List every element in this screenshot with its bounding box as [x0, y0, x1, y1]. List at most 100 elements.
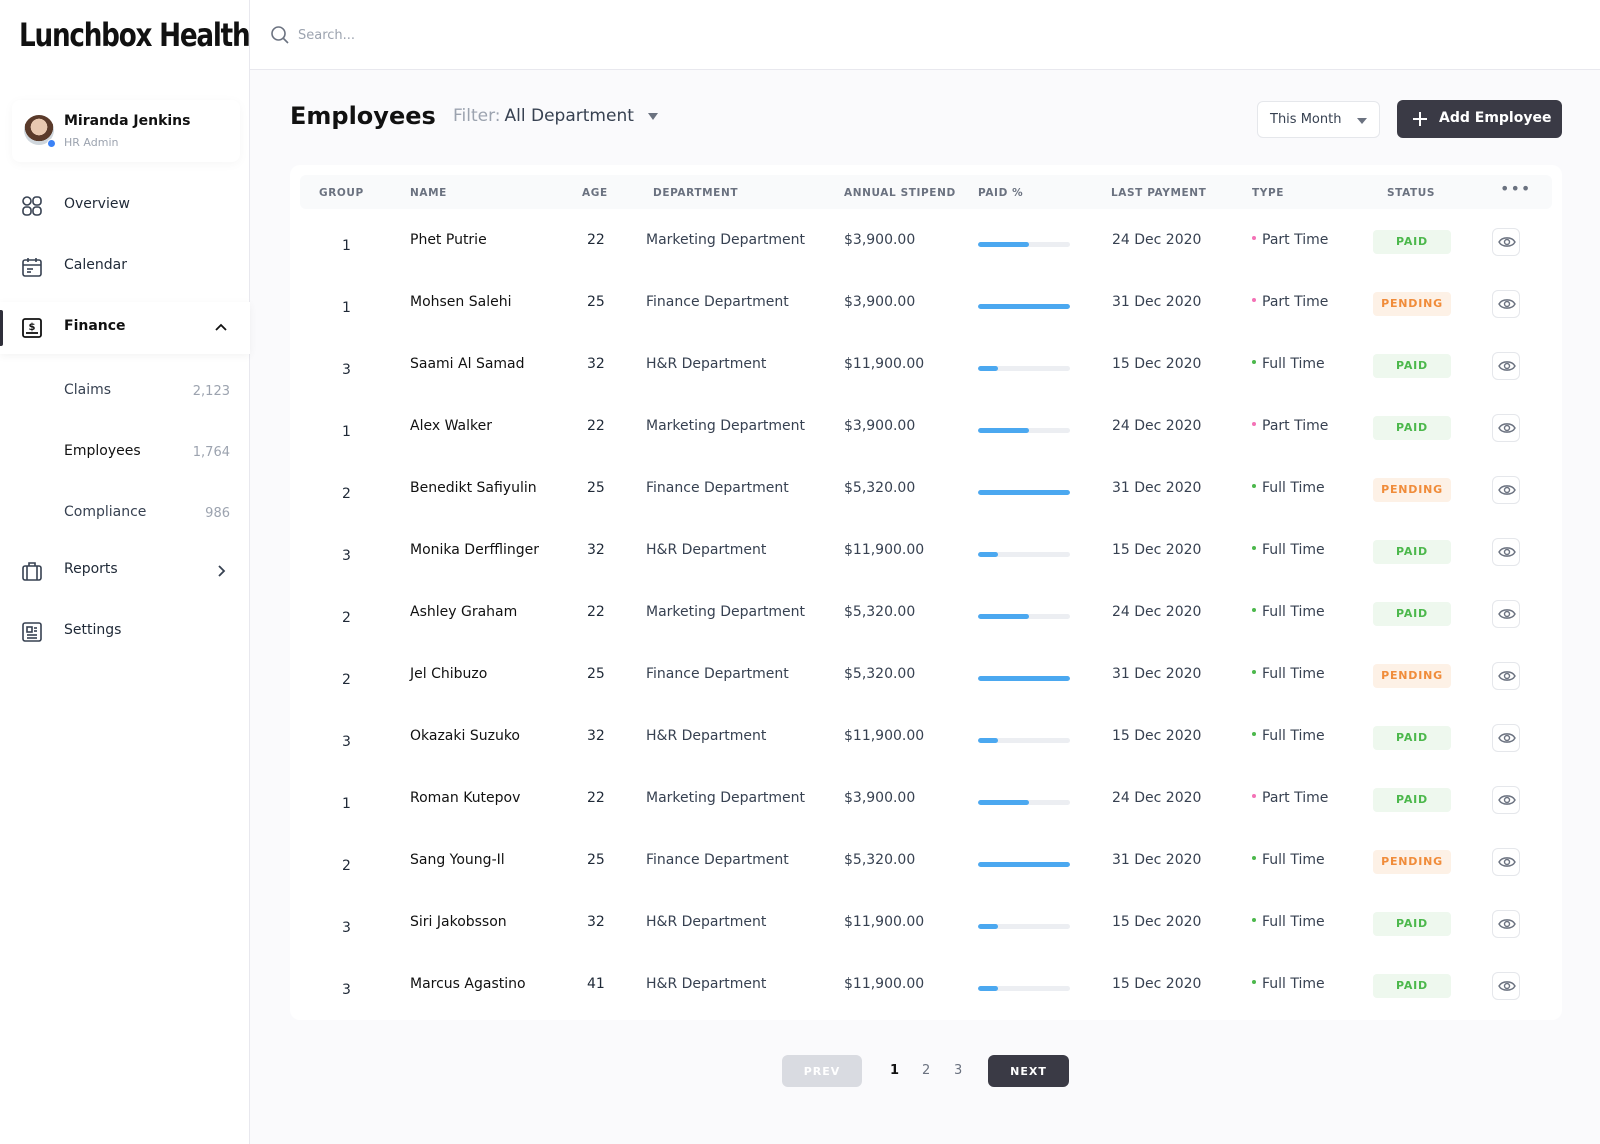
chevron-up-icon[interactable] [213, 320, 229, 336]
type-cell: Full Time [1252, 976, 1332, 992]
table-row[interactable]: 2 Ashley Graham 22 Marketing Department $5,3… [290, 581, 1562, 643]
search-input[interactable] [298, 20, 698, 50]
stipend-cell: $3,900.00 [844, 418, 916, 434]
sidebar-item-reports[interactable]: Reports [0, 545, 250, 597]
top-bar [250, 0, 1600, 70]
paid-progress-fill [978, 366, 999, 371]
last-payment-cell: 24 Dec 2020 [1112, 790, 1202, 806]
column-header-paid-percent[interactable]: PAID % [978, 187, 1024, 199]
view-button[interactable] [1492, 228, 1520, 256]
name-cell: Marcus Agastino [410, 976, 526, 992]
view-button[interactable] [1492, 662, 1520, 690]
column-header-age[interactable]: AGE [582, 187, 608, 199]
prev-page-button[interactable]: PREV [782, 1055, 862, 1087]
status-badge: PENDING [1373, 292, 1451, 316]
group-cell: 3 [342, 920, 351, 936]
type-cell: Full Time [1252, 356, 1332, 372]
view-button[interactable] [1492, 786, 1520, 814]
sidebar-item-overview[interactable]: Overview [0, 180, 250, 232]
type-label: Full Time [1262, 976, 1325, 992]
table-row[interactable]: 2 Jel Chibuzo 25 Finance Department $5,320.0… [290, 643, 1562, 705]
page-number-1[interactable]: 1 [890, 1063, 900, 1078]
next-page-button[interactable]: NEXT [988, 1055, 1069, 1087]
column-header-status[interactable]: STATUS [1387, 187, 1436, 199]
table-row[interactable]: 1 Alex Walker 22 Marketing Department $3,900… [290, 395, 1562, 457]
view-button[interactable] [1492, 910, 1520, 938]
chevron-right-icon[interactable] [213, 563, 229, 579]
view-button[interactable] [1492, 538, 1520, 566]
period-value: This Month [1270, 112, 1342, 127]
table-row[interactable]: 2 Sang Young-Il 25 Finance Department $5,320… [290, 829, 1562, 891]
status-badge: PAID [1373, 540, 1451, 564]
last-payment-cell: 24 Dec 2020 [1112, 418, 1202, 434]
name-cell: Siri Jakobsson [410, 914, 507, 930]
view-button[interactable] [1492, 724, 1520, 752]
sidebar-item-label: Finance [64, 318, 126, 334]
table-row[interactable]: 1 Mohsen Salehi 25 Finance Department $3,900… [290, 271, 1562, 333]
last-payment-cell: 31 Dec 2020 [1112, 294, 1202, 310]
sidebar-subitem-compliance[interactable]: Compliance 986 [0, 494, 250, 534]
period-select[interactable]: This Month [1257, 101, 1380, 138]
table-row[interactable]: 3 Okazaki Suzuko 32 H&R Department $11,900.0… [290, 705, 1562, 767]
view-button[interactable] [1492, 290, 1520, 318]
name-cell: Saami Al Samad [410, 356, 525, 372]
sidebar-item-finance[interactable]: $ Finance [0, 302, 250, 354]
stipend-cell: $3,900.00 [844, 790, 916, 806]
view-button[interactable] [1492, 972, 1520, 1000]
column-header-annual-stipend[interactable]: ANNUAL STIPEND [844, 187, 956, 199]
page-number-2[interactable]: 2 [922, 1063, 931, 1078]
paid-progress-fill [978, 924, 999, 929]
column-header-group[interactable]: GROUP [319, 187, 364, 199]
view-button[interactable] [1492, 476, 1520, 504]
type-dot [1252, 732, 1256, 736]
sidebar-subitem-employees[interactable]: Employees 1,764 [0, 433, 250, 473]
column-header-last-payment[interactable]: LAST PAYMENT [1111, 187, 1207, 199]
filter-label: Filter: [453, 106, 501, 126]
eye-icon [1498, 299, 1516, 309]
department-cell: Finance Department [646, 852, 789, 868]
column-header-department[interactable]: DEPARTMENT [653, 187, 739, 199]
type-cell: Full Time [1252, 480, 1332, 496]
department-filter[interactable]: Filter: All Department [453, 106, 658, 132]
sidebar-subitem-claims[interactable]: Claims 2,123 [0, 372, 250, 412]
add-employee-button[interactable]: Add Employee [1397, 100, 1562, 138]
table-row[interactable]: 2 Benedikt Safiyulin 25 Finance Department $… [290, 457, 1562, 519]
eye-icon [1498, 361, 1516, 371]
last-payment-cell: 24 Dec 2020 [1112, 232, 1202, 248]
type-dot [1252, 236, 1256, 240]
app-logo[interactable]: Lunchbox Health [19, 16, 251, 54]
page-number-3[interactable]: 3 [954, 1063, 963, 1078]
view-button[interactable] [1492, 352, 1520, 380]
column-header-name[interactable]: NAME [410, 187, 447, 199]
group-cell: 1 [342, 796, 351, 812]
user-card[interactable]: Miranda Jenkins HR Admin [12, 100, 240, 162]
sidebar-item-label: Overview [64, 196, 130, 212]
table-row[interactable]: 3 Siri Jakobsson 32 H&R Department $11,900.0… [290, 891, 1562, 953]
paid-progress-bar [978, 986, 1070, 991]
name-cell: Benedikt Safiyulin [410, 480, 537, 496]
type-label: Full Time [1262, 852, 1325, 868]
type-dot [1252, 980, 1256, 984]
table-row[interactable]: 1 Phet Putrie 22 Marketing Department $3,900… [290, 209, 1562, 271]
last-payment-cell: 15 Dec 2020 [1112, 356, 1202, 372]
sidebar-subitem-count: 2,123 [192, 384, 230, 399]
type-dot [1252, 670, 1256, 674]
column-header-type[interactable]: TYPE [1252, 187, 1285, 199]
sidebar-item-calendar[interactable]: Calendar [0, 241, 250, 293]
table-row[interactable]: 3 Marcus Agastino 41 H&R Department $11,900.… [290, 953, 1562, 1015]
view-button[interactable] [1492, 414, 1520, 442]
user-role: HR Admin [64, 136, 119, 149]
table-row[interactable]: 3 Saami Al Samad 32 H&R Department $11,900.0… [290, 333, 1562, 395]
more-options-icon[interactable]: ••• [1500, 179, 1532, 198]
sidebar-item-label: Settings [64, 622, 122, 638]
department-cell: Finance Department [646, 294, 789, 310]
table-row[interactable]: 1 Roman Kutepov 22 Marketing Department $3,9… [290, 767, 1562, 829]
sidebar-item-settings[interactable]: Settings [0, 606, 250, 658]
name-cell: Okazaki Suzuko [410, 728, 520, 744]
last-payment-cell: 31 Dec 2020 [1112, 480, 1202, 496]
table-row[interactable]: 3 Monika Derfflinger 32 H&R Department $11,9… [290, 519, 1562, 581]
status-badge: PAID [1373, 726, 1451, 750]
view-button[interactable] [1492, 600, 1520, 628]
name-cell: Jel Chibuzo [410, 666, 488, 682]
view-button[interactable] [1492, 848, 1520, 876]
